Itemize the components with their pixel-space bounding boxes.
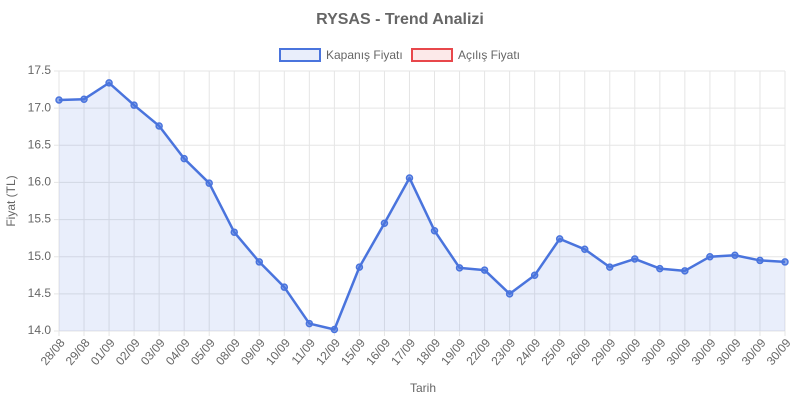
- point: [781, 258, 789, 266]
- x-tick-label: 30/09: [689, 336, 719, 368]
- x-tick-label: 30/09: [613, 336, 643, 368]
- x-tick-label: 22/09: [463, 336, 493, 368]
- x-tick-label: 19/09: [438, 336, 468, 368]
- x-tick-label: 11/09: [289, 336, 319, 368]
- point: [155, 122, 163, 130]
- x-tick-label: 30/09: [764, 336, 794, 368]
- x-tick-label: 24/09: [513, 336, 543, 368]
- x-tick-label: 02/09: [113, 336, 143, 368]
- point: [606, 263, 614, 271]
- point: [380, 219, 389, 228]
- point: [631, 255, 639, 263]
- x-tick-label: 23/09: [488, 336, 518, 368]
- x-tick-label: 12/09: [313, 336, 343, 368]
- point: [105, 79, 113, 87]
- y-axis-label: Fiyat (TL): [4, 175, 18, 226]
- point: [555, 235, 564, 243]
- line: [58, 81, 786, 331]
- point: [480, 266, 489, 274]
- x-tick-label: 26/09: [563, 336, 593, 368]
- x-tick-label: 30/09: [739, 336, 769, 368]
- legend-label: Kapanış Fiyatı: [326, 48, 403, 62]
- y-tick-label: 14.0: [28, 323, 52, 337]
- y-tick-label: 14.5: [28, 286, 52, 300]
- x-axis-label: Tarih: [410, 381, 436, 395]
- point: [505, 290, 514, 298]
- x-tick-label: 30/09: [664, 336, 694, 368]
- y-tick-label: 16.5: [28, 137, 52, 151]
- legend-label: Açılış Fiyatı: [458, 48, 520, 62]
- point: [430, 226, 439, 235]
- point: [405, 174, 414, 182]
- x-tick-label: 08/09: [213, 336, 243, 368]
- point: [180, 154, 188, 163]
- point: [756, 256, 764, 265]
- point: [530, 271, 539, 280]
- x-tick-label: 29/08: [63, 336, 93, 368]
- x-tick-label: 10/09: [263, 336, 293, 368]
- point: [255, 258, 264, 266]
- x-tick-label: 05/09: [188, 336, 218, 368]
- x-tick-label: 03/09: [138, 336, 168, 368]
- y-tick-label: 17.5: [28, 63, 52, 77]
- x-tick-label: 25/09: [538, 336, 568, 368]
- point: [330, 325, 339, 334]
- x-tick-label: 04/09: [163, 336, 193, 368]
- point: [80, 95, 88, 103]
- x-tick-label: 30/09: [714, 336, 744, 368]
- point: [355, 263, 364, 271]
- point: [731, 251, 739, 259]
- x-tick-label: 29/09: [588, 336, 618, 368]
- point: [681, 267, 689, 275]
- x-tick-label: 01/09: [88, 336, 118, 368]
- point: [280, 283, 289, 291]
- point: [230, 228, 238, 236]
- x-tick-label: 28/08: [38, 336, 68, 368]
- point: [706, 252, 714, 261]
- y-tick-label: 17.0: [28, 100, 52, 114]
- legend-swatch: [411, 48, 453, 62]
- x-tick-label: 16/09: [363, 336, 393, 368]
- x-tick-label: 17/09: [388, 336, 418, 368]
- point: [455, 264, 464, 272]
- chart-title: RYSAS - Trend Analizi: [316, 11, 484, 28]
- y-tick-label: 15.0: [28, 249, 52, 263]
- x-tick-label: 18/09: [413, 336, 443, 368]
- point: [656, 264, 664, 273]
- point: [580, 245, 589, 254]
- point: [205, 179, 213, 187]
- point: [305, 319, 314, 328]
- point: [130, 101, 138, 109]
- x-tick-label: 15/09: [338, 336, 368, 368]
- x-tick-label: 09/09: [238, 336, 268, 368]
- y-tick-label: 16.0: [28, 175, 52, 189]
- x-tick-label: 30/09: [639, 336, 669, 368]
- legend-swatch: [279, 48, 321, 62]
- y-tick-label: 15.5: [28, 212, 52, 226]
- point: [55, 96, 63, 104]
